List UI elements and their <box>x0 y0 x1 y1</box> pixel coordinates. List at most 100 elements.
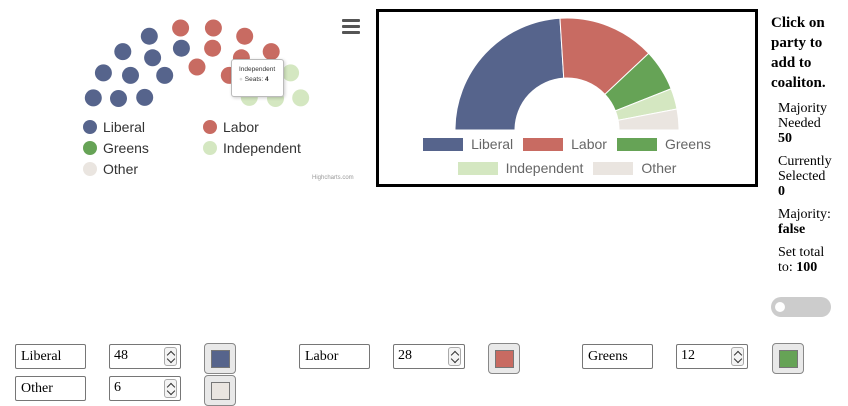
set-total-label: Set total to: <box>778 245 825 275</box>
legend-label: Independent <box>505 160 584 176</box>
legend-item-independent[interactable]: Independent <box>203 140 301 156</box>
color-picker-greens[interactable] <box>772 343 804 374</box>
doughnut-slice-liberal[interactable] <box>454 17 565 131</box>
color-picker-other[interactable] <box>204 375 236 406</box>
seat-labor[interactable] <box>172 19 190 37</box>
seat-liberal[interactable] <box>156 66 174 84</box>
majority-value: false <box>778 222 806 237</box>
majority-needed: Majority Needed 50 <box>778 101 848 146</box>
total-toggle-switch[interactable] <box>771 297 831 317</box>
legend-label: Liberal <box>471 136 514 152</box>
stepper-icon[interactable] <box>164 379 177 398</box>
set-total: Set total to: 100 <box>778 245 830 275</box>
currently-selected-value: 0 <box>778 184 785 199</box>
currently-selected-label: Currently Selected <box>778 154 832 184</box>
seat-liberal[interactable] <box>110 90 127 107</box>
seat-liberal[interactable] <box>172 39 190 57</box>
legend-item-liberal[interactable]: Liberal <box>83 119 145 135</box>
majority-needed-label: Majority Needed <box>778 101 827 131</box>
seat-liberal[interactable] <box>84 89 102 107</box>
instruction-text: Click on party to add to coaliton. <box>771 15 826 91</box>
seat-labor[interactable] <box>262 43 280 61</box>
tooltip-seats-label: Seats: <box>244 76 264 83</box>
party-seats-input-greens[interactable]: 12 <box>676 344 748 369</box>
legend-item-greens[interactable]: Greens <box>83 140 149 156</box>
seat-labor[interactable] <box>204 39 222 57</box>
seat-liberal[interactable] <box>94 64 112 82</box>
tooltip-party: Independent <box>239 66 276 73</box>
seat-liberal[interactable] <box>144 49 162 67</box>
toggle-knob <box>775 302 785 312</box>
legend-swatch-icon <box>616 137 657 151</box>
seat-labor[interactable] <box>188 58 206 76</box>
legend-dot-icon <box>203 141 217 155</box>
legend-label: Greens <box>103 140 149 156</box>
doughnut-slice-other[interactable] <box>617 108 680 131</box>
seats-value: 48 <box>114 348 128 363</box>
stepper-icon[interactable] <box>731 347 744 366</box>
seat-labor[interactable] <box>204 19 222 37</box>
color-swatch <box>211 350 230 368</box>
parliament-seats-svg <box>84 19 310 107</box>
party-name-input-greens[interactable] <box>582 344 653 369</box>
seat-liberal[interactable] <box>122 66 139 84</box>
color-swatch <box>495 350 514 368</box>
legend-dot-icon <box>83 162 97 176</box>
seat-liberal[interactable] <box>136 88 154 106</box>
legend-dot-icon <box>203 120 217 134</box>
legend-label: Greens <box>664 136 711 152</box>
party-name-input-liberal[interactable] <box>15 344 86 369</box>
doughnut-legend-independent[interactable]: Independent <box>457 160 584 176</box>
color-picker-labor[interactable] <box>488 343 520 374</box>
seats-value: 6 <box>114 380 121 395</box>
parliament-chart <box>70 16 370 186</box>
seat-independent[interactable] <box>282 64 300 82</box>
party-seats-input-other[interactable]: 6 <box>109 376 181 401</box>
set-total-value: 100 <box>796 260 818 275</box>
seat-labor[interactable] <box>236 27 254 45</box>
legend-item-labor[interactable]: Labor <box>203 119 259 135</box>
currently-selected: Currently Selected 0 <box>778 154 848 199</box>
chart-credits[interactable]: Highcharts.com <box>312 175 354 181</box>
party-name-input-other[interactable] <box>15 376 86 401</box>
legend-swatch-icon <box>593 161 634 175</box>
majority-label: Majority: <box>778 207 831 222</box>
color-swatch <box>779 350 798 368</box>
seat-liberal[interactable] <box>140 27 158 45</box>
party-seats-input-liberal[interactable]: 48 <box>109 344 181 369</box>
legend-dot-icon <box>83 141 97 155</box>
legend-dot-icon <box>83 120 97 134</box>
stepper-icon[interactable] <box>164 347 177 366</box>
tooltip-dot-icon: ● <box>239 76 243 83</box>
party-name-input-labor[interactable] <box>299 344 370 369</box>
doughnut-legend-liberal[interactable]: Liberal <box>423 136 513 152</box>
seat-independent[interactable] <box>292 89 310 107</box>
seat-liberal[interactable] <box>114 43 132 61</box>
seats-value: 28 <box>398 348 412 363</box>
half-doughnut-chart <box>454 17 680 131</box>
hamburger-menu-icon[interactable] <box>342 19 360 35</box>
legend-label: Independent <box>223 140 301 156</box>
majority-needed-value: 50 <box>778 131 792 146</box>
legend-label: Other <box>641 160 677 176</box>
seat-tooltip: Independent ● Seats: 4 <box>231 59 284 97</box>
legend-item-other[interactable]: Other <box>83 161 138 177</box>
legend-swatch-icon <box>523 137 564 151</box>
stepper-icon[interactable] <box>448 347 461 366</box>
color-picker-liberal[interactable] <box>204 343 236 374</box>
doughnut-legend: Liberal Labor Greens Independent Other <box>379 136 755 184</box>
doughnut-legend-other[interactable]: Other <box>593 160 676 176</box>
majority-status: Majority: false <box>778 207 848 237</box>
tooltip-seats-value: 4 <box>265 76 269 83</box>
legend-label: Liberal <box>103 119 146 135</box>
doughnut-legend-labor[interactable]: Labor <box>523 136 607 152</box>
seats-value: 12 <box>681 348 695 363</box>
legend-swatch-icon <box>457 161 498 175</box>
legend-label: Labor <box>223 119 259 135</box>
party-seats-input-labor[interactable]: 28 <box>393 344 465 369</box>
doughnut-chart-panel: Liberal Labor Greens Independent Other <box>376 9 758 187</box>
legend-swatch-icon <box>423 137 464 151</box>
doughnut-legend-greens[interactable]: Greens <box>616 136 711 152</box>
color-swatch <box>211 382 230 400</box>
legend-label: Other <box>103 161 139 177</box>
